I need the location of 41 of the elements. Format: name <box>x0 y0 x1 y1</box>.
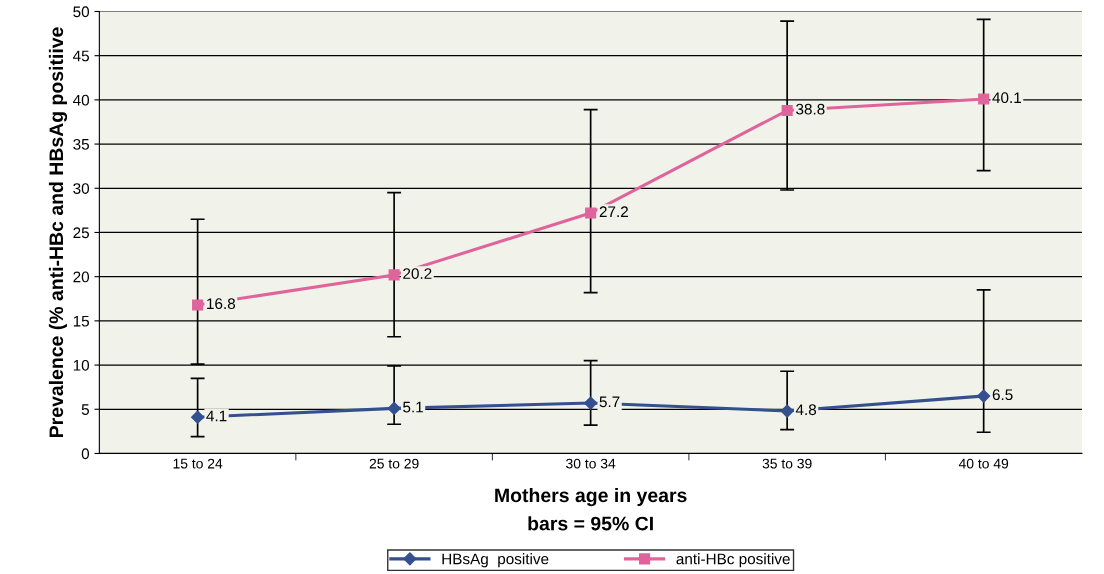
data-label: 5.7 <box>599 396 620 408</box>
data-label: 5.1 <box>403 401 423 413</box>
point <box>781 104 793 117</box>
data-label: 4.1 <box>206 410 227 422</box>
point <box>388 269 400 281</box>
data-label: 40.1 <box>992 92 1021 104</box>
y-tick-label: 0 <box>81 448 90 460</box>
y-tick-label: 30 <box>73 183 90 194</box>
point <box>191 410 205 424</box>
data-label: 16.8 <box>207 298 236 310</box>
point <box>585 207 597 219</box>
y-tick-label: 40 <box>73 94 90 106</box>
x-tick-label: 25 to 29 <box>369 458 419 469</box>
y-tick-label: 35 <box>73 138 89 150</box>
x-tick-label: 15 to 24 <box>173 458 223 469</box>
text: bars = 95% CI <box>528 516 653 531</box>
point <box>978 93 990 105</box>
y-tick-label: 25 <box>73 227 89 239</box>
x-tick-label: 40 to 49 <box>958 458 1009 469</box>
y-tick-label: 50 <box>73 6 90 18</box>
point <box>387 401 401 415</box>
point <box>780 404 794 418</box>
legend-label: anti-HBc positive <box>676 553 790 568</box>
y-tick-label: 45 <box>73 50 89 62</box>
data-label: 20.2 <box>403 268 432 279</box>
y-tick-label: 10 <box>73 359 90 371</box>
data-label: 6.5 <box>992 389 1013 401</box>
x-tick-label: 35 to 39 <box>762 458 812 469</box>
data-label: 38.8 <box>796 103 825 115</box>
x-axis-title: Mothers age in years <box>495 487 687 507</box>
point <box>977 389 991 403</box>
point <box>192 299 204 311</box>
data-label: 4.8 <box>795 404 817 416</box>
x-tick-label: 30 to 34 <box>566 458 616 469</box>
legend-label: HBsAg positive <box>442 553 549 568</box>
y-axis-title: Prevalence (% anti-HBc and HBsAg positiive <box>48 27 68 437</box>
point <box>584 396 598 410</box>
y-tick-label: 15 <box>73 315 89 327</box>
y-tick-label: 20 <box>73 271 90 283</box>
y-tick-label: 5 <box>81 404 89 415</box>
data-label: 27.2 <box>599 206 628 217</box>
